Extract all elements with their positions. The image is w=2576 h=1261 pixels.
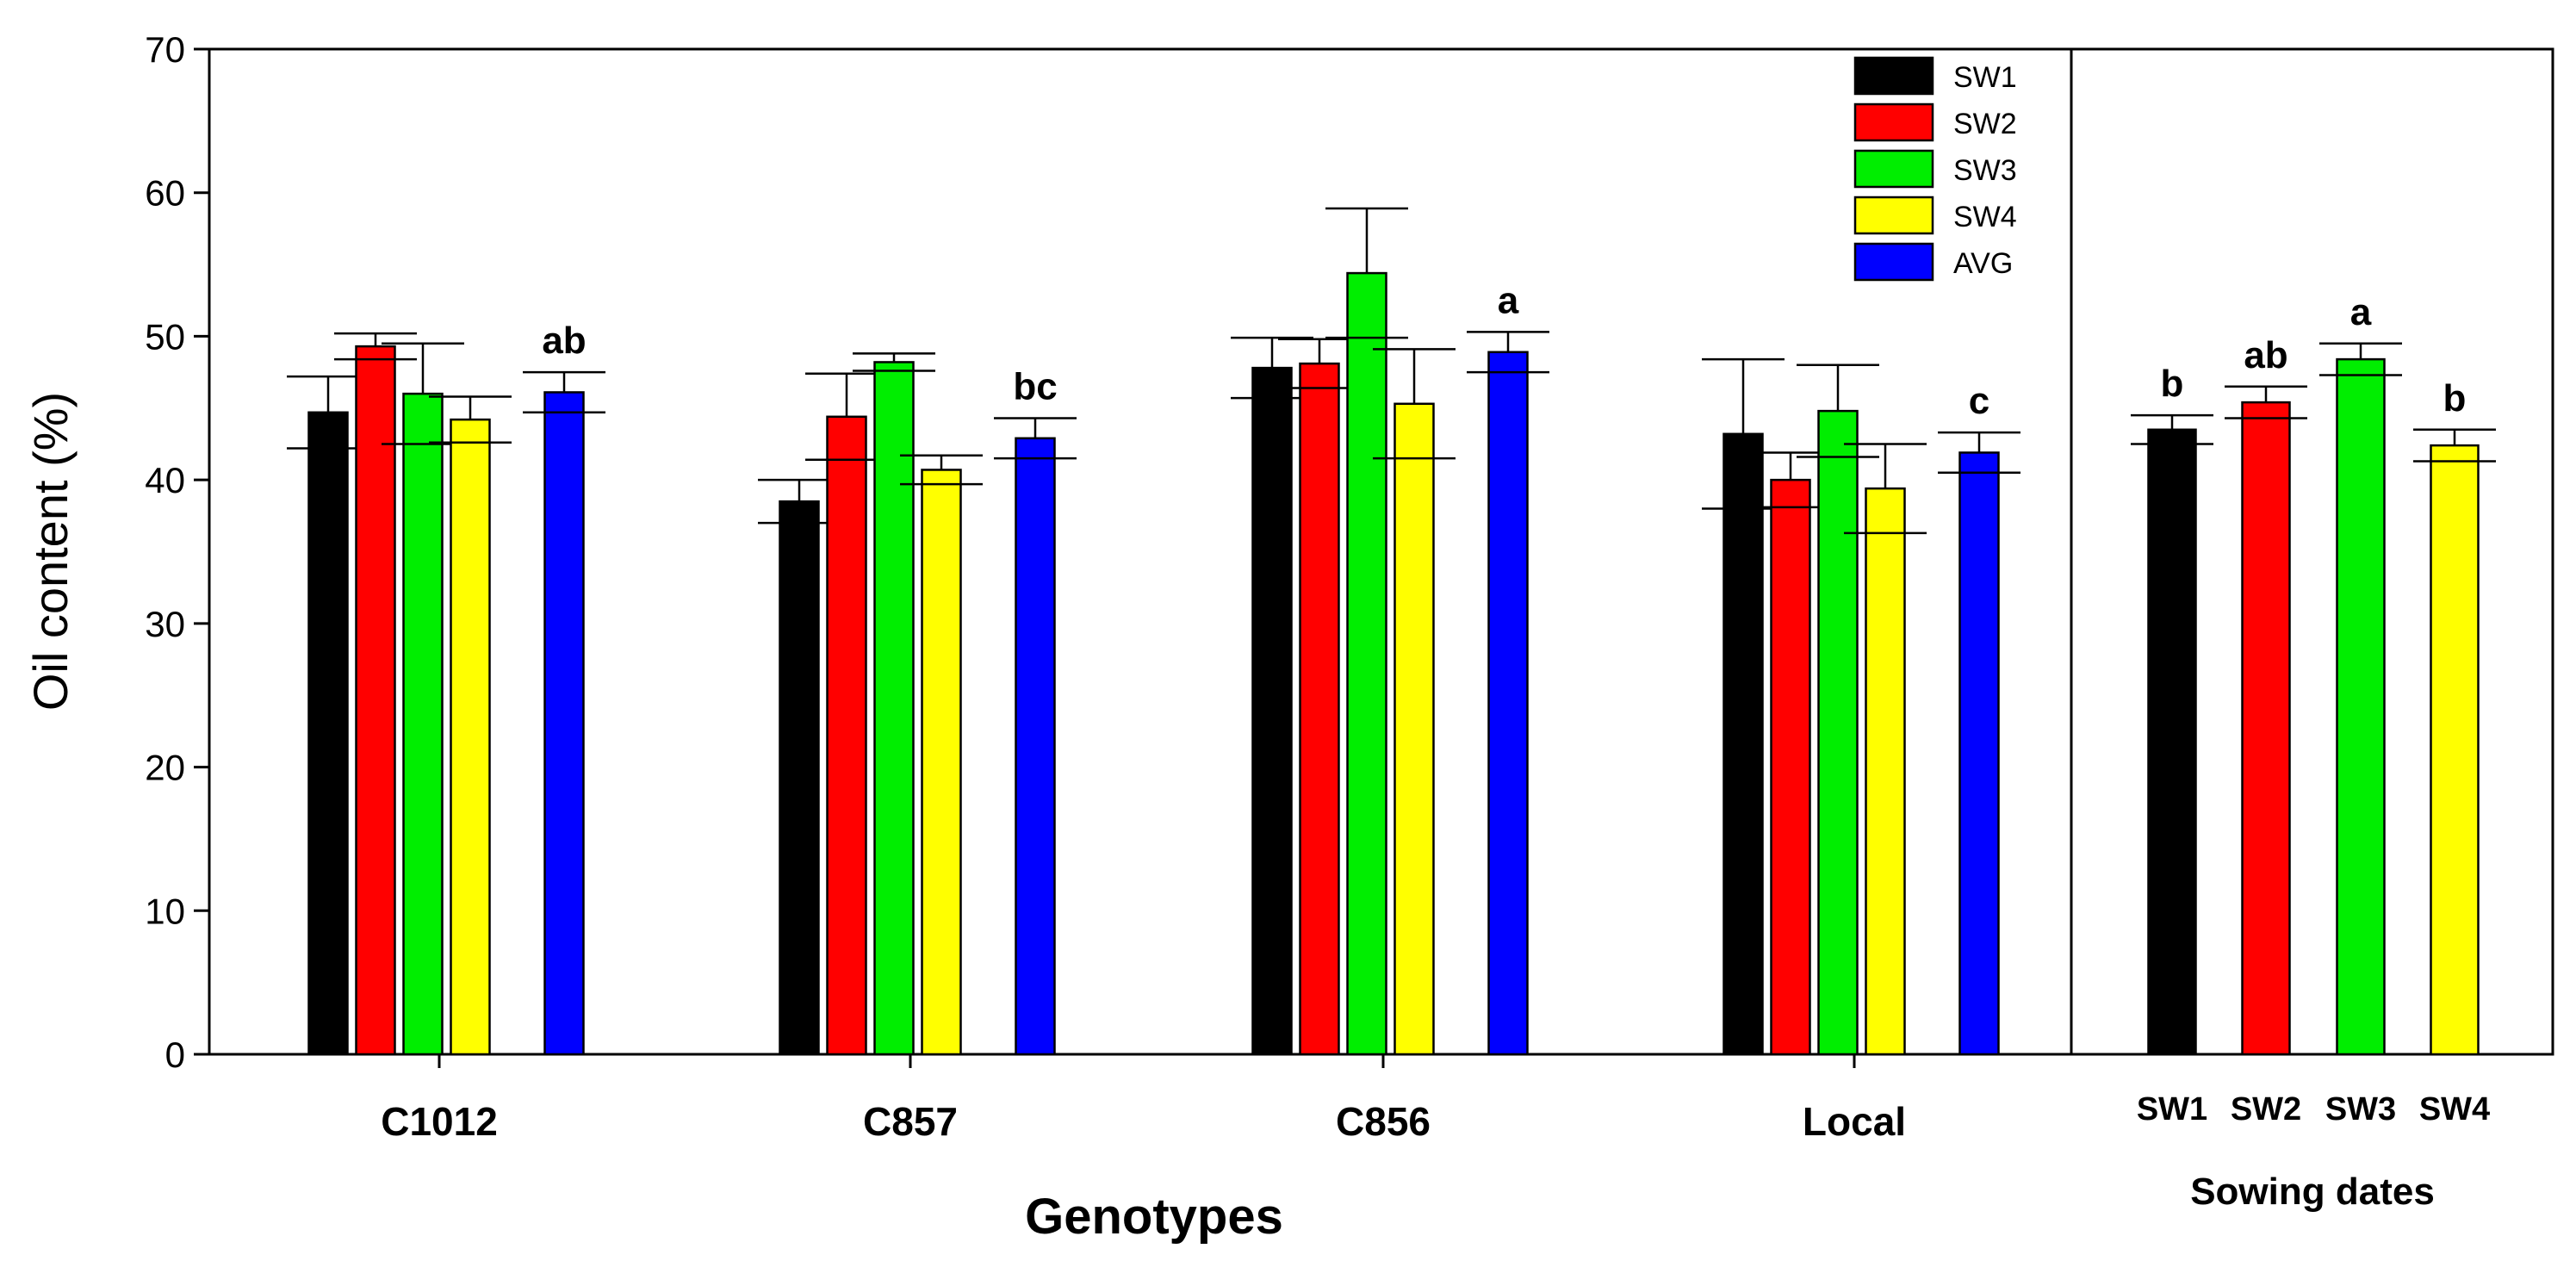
x-axis-title-sowing-dates: Sowing dates [2190, 1171, 2435, 1213]
legend-label-sw4: SW4 [1953, 201, 2017, 233]
legend-swatch-avg [1853, 242, 1934, 282]
legend-swatch-sw4 [1853, 196, 1934, 235]
sowing-bar-sw3 [2336, 357, 2386, 1056]
bar-c857-sw4 [921, 469, 962, 1056]
significance-letter-local: c [1969, 380, 1989, 422]
bar-local-sw4 [1865, 487, 1906, 1056]
significance-letter-c1012: ab [542, 320, 586, 362]
y-tick-label: 40 [145, 460, 185, 500]
bar-c1012-sw3 [402, 392, 444, 1056]
x-tick-label-c857: C857 [863, 1099, 958, 1144]
sowing-significance-letter-sw3: a [2350, 291, 2372, 333]
y-tick-label: 0 [165, 1034, 185, 1075]
sowing-tick-label-sw3: SW3 [2325, 1091, 2396, 1127]
legend-swatch-sw1 [1853, 56, 1934, 96]
bar-c1012-sw4 [450, 418, 491, 1056]
sowing-significance-letter-sw4: b [2443, 377, 2467, 419]
legend-swatch-sw2 [1853, 102, 1934, 142]
sowing-bar-sw1 [2147, 428, 2197, 1056]
x-axis-title-genotypes: Genotypes [1025, 1189, 1283, 1245]
bar-c1012-avg [543, 391, 585, 1056]
bar-c1012-sw1 [307, 411, 349, 1056]
sowing-tick-label-sw4: SW4 [2419, 1091, 2490, 1127]
bar-c856-sw2 [1299, 362, 1340, 1056]
y-tick-label: 50 [145, 316, 185, 357]
bar-c857-sw1 [779, 500, 820, 1056]
bar-c856-avg [1487, 351, 1529, 1056]
y-tick-label: 70 [145, 29, 185, 70]
sowing-bar-sw4 [2430, 444, 2480, 1056]
bar-c1012-sw2 [355, 345, 396, 1056]
legend-label-sw3: SW3 [1953, 154, 2017, 187]
y-tick-label: 60 [145, 173, 185, 214]
legend-swatch-sw3 [1853, 149, 1934, 189]
significance-letter-c856: a [1498, 279, 1519, 321]
significance-letter-c857: bc [1013, 365, 1057, 407]
y-tick-label: 30 [145, 604, 185, 644]
bar-local-sw3 [1817, 409, 1859, 1056]
y-axis-title: Oil content (%) [23, 392, 78, 711]
bar-c857-sw2 [826, 415, 867, 1056]
sowing-tick-label-sw2: SW2 [2231, 1091, 2301, 1127]
x-tick-label-c1012: C1012 [381, 1099, 498, 1144]
sowing-significance-letter-sw2: ab [2244, 334, 2287, 376]
legend-label-sw1: SW1 [1953, 61, 2017, 94]
sowing-bar-sw2 [2241, 401, 2291, 1056]
legend-label-sw2: SW2 [1953, 108, 2017, 140]
sowing-tick-label-sw1: SW1 [2137, 1091, 2207, 1127]
bar-c856-sw1 [1251, 366, 1293, 1056]
bar-c856-sw4 [1394, 402, 1435, 1056]
x-tick-label-c856: C856 [1336, 1099, 1431, 1144]
y-tick-label: 10 [145, 891, 185, 931]
bar-local-sw2 [1770, 478, 1811, 1056]
bar-c857-avg [1015, 437, 1056, 1056]
sowing-significance-letter-sw1: b [2161, 363, 2184, 405]
y-tick-label: 20 [145, 748, 185, 788]
bar-local-avg [1958, 451, 2000, 1056]
legend-label-avg: AVG [1953, 247, 2013, 280]
bar-local-sw1 [1723, 432, 1764, 1056]
bar-c856-sw3 [1346, 271, 1387, 1056]
bar-c857-sw3 [873, 361, 915, 1056]
x-tick-label-local: Local [1803, 1099, 1906, 1144]
